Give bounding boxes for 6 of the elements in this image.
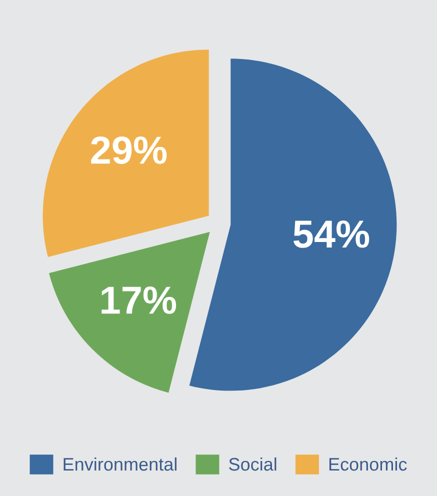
- data-label: 29%: [91, 136, 167, 164]
- data-label: 54%: [294, 220, 370, 248]
- legend-label: Social: [229, 457, 276, 471]
- legend-label: Economic: [329, 457, 407, 471]
- legend-label: Environmental: [64, 457, 176, 471]
- data-label: 17%: [102, 286, 176, 314]
